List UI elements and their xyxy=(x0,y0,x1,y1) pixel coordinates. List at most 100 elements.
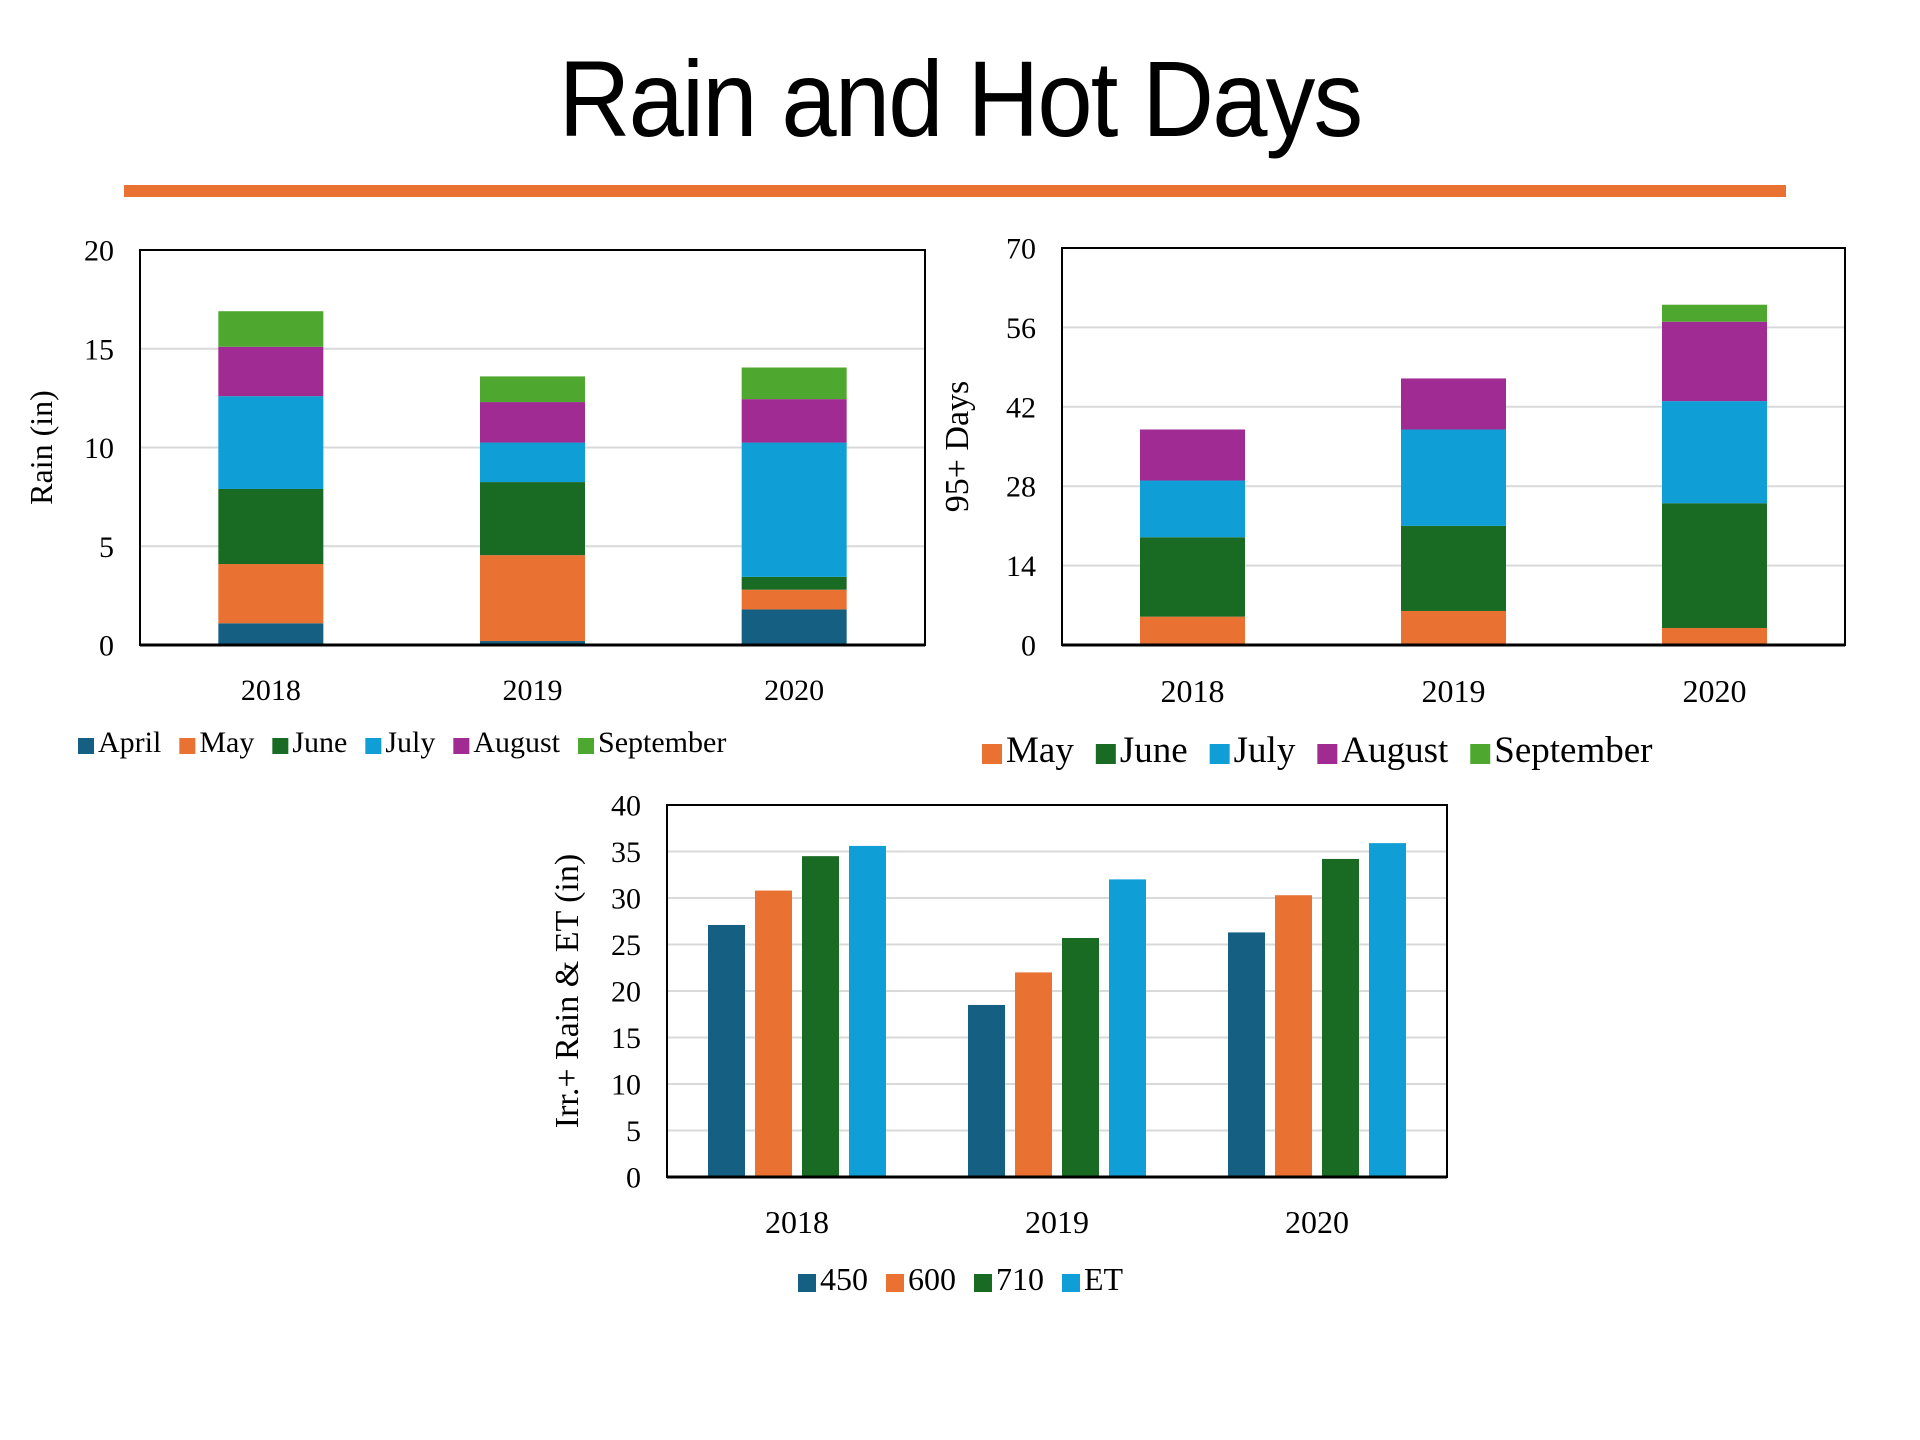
legend-swatch xyxy=(886,1274,904,1292)
legend-label: September xyxy=(1494,730,1652,771)
legend-label: 600 xyxy=(908,1261,956,1297)
legend-item-et: ET xyxy=(1062,1261,1124,1297)
bar-450-2019 xyxy=(968,1004,1005,1177)
legend-label: May xyxy=(199,726,254,759)
bar-september-2018 xyxy=(218,311,324,347)
bar-april-2019 xyxy=(480,641,585,645)
y-tick-label: 25 xyxy=(611,929,641,962)
legend-label: September xyxy=(598,726,726,759)
legend-label: July xyxy=(1234,730,1296,771)
legend-label: June xyxy=(1120,730,1188,771)
bar-et-2018 xyxy=(849,845,886,1177)
legend-swatch xyxy=(982,744,1002,764)
bar-june-2020 xyxy=(741,576,847,590)
legend-item-june: June xyxy=(1095,730,1188,771)
bar-july-2018 xyxy=(1140,480,1245,538)
y-tick-label: 70 xyxy=(1006,233,1036,266)
bar-september-2020 xyxy=(1662,304,1767,322)
legend-label: 450 xyxy=(820,1261,868,1297)
chart-rain: 0 5 10 15 20 2018 2019 2020 Rain (in) April May Jun… xyxy=(23,235,926,759)
legend-item-august: August xyxy=(1317,730,1449,771)
bar-july-2020 xyxy=(741,442,847,577)
y-tick-label: 0 xyxy=(626,1162,641,1195)
page-title: Rain and Hot Days xyxy=(558,38,1363,159)
legend-item-600: 600 xyxy=(886,1261,956,1297)
legend-item-september: September xyxy=(1470,730,1652,771)
y-tick-label: 56 xyxy=(1006,312,1036,345)
bar-september-2019 xyxy=(480,376,585,403)
y-tick-label: 5 xyxy=(626,1115,641,1148)
legend-swatch xyxy=(1317,744,1338,764)
legend-swatch xyxy=(798,1274,816,1292)
bar-august-2020 xyxy=(1662,321,1767,402)
y-tick-label: 5 xyxy=(99,531,114,564)
legend-swatch xyxy=(1470,744,1491,764)
bar-july-2020 xyxy=(1662,401,1767,504)
legend-label: 710 xyxy=(996,1261,1044,1297)
bar-june-2020 xyxy=(1662,503,1767,628)
legend-label: July xyxy=(385,726,435,759)
y-tick-label: 0 xyxy=(99,630,114,663)
bar-may-2019 xyxy=(480,555,585,642)
legend-swatch xyxy=(179,738,196,754)
legend-swatch xyxy=(365,738,382,754)
y-tick-label: 10 xyxy=(611,1069,641,1102)
legend-item-710: 710 xyxy=(974,1261,1044,1297)
legend-item-may: May xyxy=(179,726,254,759)
legend-item-april: April xyxy=(78,726,161,759)
y-axis-label: 95+ Days xyxy=(939,381,976,513)
y-tick-label: 0 xyxy=(1021,630,1036,663)
legend-label: June xyxy=(292,726,347,759)
x-tick-label: 2020 xyxy=(1285,1204,1349,1240)
title-underline xyxy=(124,185,1786,197)
bar-june-2018 xyxy=(218,488,324,565)
legend-swatch xyxy=(78,738,94,754)
y-tick-label: 20 xyxy=(611,976,641,1009)
legend-swatch xyxy=(453,738,470,754)
y-tick-label: 14 xyxy=(1006,550,1036,583)
y-tick-label: 20 xyxy=(84,235,114,268)
bar-august-2018 xyxy=(1140,429,1245,481)
x-tick-label: 2020 xyxy=(1683,673,1747,709)
bar-may-2019 xyxy=(1401,610,1506,645)
legend-swatch xyxy=(578,738,595,754)
bar-june-2019 xyxy=(480,482,585,556)
x-tick-label: 2019 xyxy=(1422,673,1486,709)
bar-600-2019 xyxy=(1015,972,1052,1177)
x-tick-label: 2018 xyxy=(765,1204,829,1240)
legend-swatch xyxy=(272,738,289,754)
bar-september-2020 xyxy=(741,367,847,400)
y-tick-label: 10 xyxy=(84,432,114,465)
y-tick-label: 40 xyxy=(611,790,641,823)
bar-august-2020 xyxy=(741,399,847,443)
bar-july-2019 xyxy=(1401,429,1506,526)
bar-june-2018 xyxy=(1140,537,1245,617)
y-axis-label: Rain (in) xyxy=(23,390,59,505)
x-tick-label: 2019 xyxy=(503,674,563,707)
legend-label: April xyxy=(98,726,161,759)
y-tick-label: 28 xyxy=(1006,471,1036,504)
chart-irrigation: 0 5 10 15 20 25 30 35 40 2018 2019 2020 Irr.+ Rain &… xyxy=(549,790,1448,1297)
y-tick-label: 15 xyxy=(84,333,114,366)
legend-item-450: 450 xyxy=(798,1261,868,1297)
bar-600-2018 xyxy=(755,890,792,1177)
y-tick-label: 30 xyxy=(611,883,641,916)
legend-swatch xyxy=(974,1274,992,1292)
bar-may-2018 xyxy=(1140,616,1245,645)
bar-august-2019 xyxy=(480,402,585,443)
bar-july-2018 xyxy=(218,396,324,489)
legend-swatch xyxy=(1095,744,1116,764)
legend-item-june: June xyxy=(272,726,347,759)
legend-swatch xyxy=(1062,1274,1080,1292)
bar-june-2019 xyxy=(1401,525,1506,611)
bar-may-2020 xyxy=(1662,627,1767,645)
legend-item-may: May xyxy=(982,730,1074,771)
bar-710-2018 xyxy=(802,856,839,1177)
legend-item-july: July xyxy=(365,726,435,759)
legend-label: August xyxy=(1341,730,1449,771)
legend-item-september: September xyxy=(578,726,726,759)
bar-april-2020 xyxy=(741,609,847,645)
legend-item-july: July xyxy=(1209,730,1296,771)
y-tick-label: 15 xyxy=(611,1022,641,1055)
bar-august-2019 xyxy=(1401,378,1506,430)
